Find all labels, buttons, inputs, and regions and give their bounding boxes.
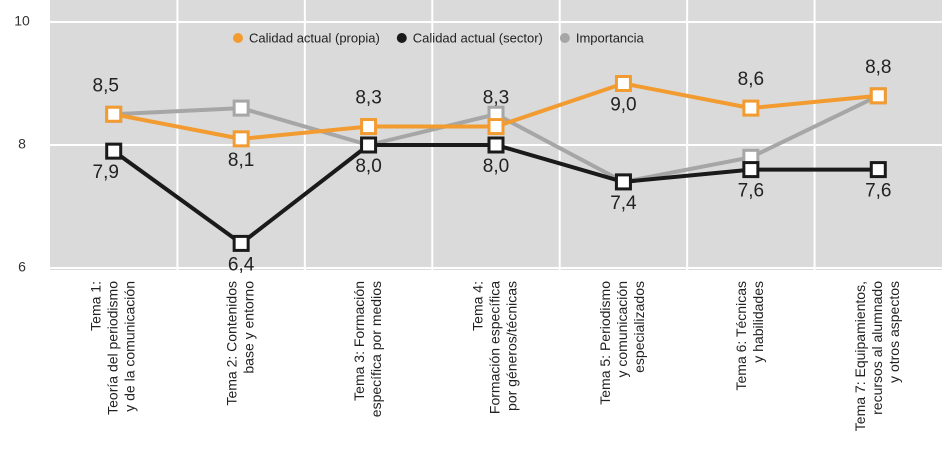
x-tick-label: Tema 1:: [87, 281, 103, 331]
x-tick-label: y habilidades: [750, 281, 766, 363]
data-label: 8,1: [228, 150, 254, 171]
data-label: 8,0: [483, 156, 509, 177]
legend-marker: [233, 33, 243, 43]
marker: [869, 161, 887, 179]
legend-marker: [559, 33, 570, 43]
x-tick-label: por géneros/técnicas: [504, 281, 520, 411]
x-tick-label: especializados: [631, 281, 647, 373]
marker: [614, 173, 632, 191]
marker: [360, 136, 378, 154]
x-tick-label: base y entorno: [240, 281, 256, 374]
data-label: 8,5: [93, 75, 119, 96]
legend-label: Importancia: [576, 30, 645, 45]
legend-marker: [396, 33, 407, 43]
x-tick-label: y otros aspectos: [886, 281, 902, 383]
data-label: 7,6: [865, 181, 891, 202]
marker: [105, 142, 123, 160]
data-label: 8,6: [738, 69, 764, 90]
legend-label: Calidad actual (propia): [249, 30, 380, 45]
x-tick-label: Tema 5: Periodismo: [597, 281, 613, 405]
marker: [105, 105, 123, 123]
data-label: 9,0: [610, 95, 636, 116]
x-tick-label: Formación específica: [487, 281, 503, 414]
x-tick-label: y comunicación: [614, 281, 630, 378]
x-tick-label: recursos al alumnado: [869, 281, 885, 415]
x-tick-label: específica por medios: [368, 281, 384, 417]
x-tick-label: Tema 3: Formación: [351, 281, 367, 401]
data-label: 8,3: [483, 88, 509, 109]
marker: [360, 118, 378, 136]
x-tick-label: Tema 2: Contenidos: [223, 281, 239, 406]
x-tick-label: y de la comunicación: [121, 281, 137, 412]
legend-label: Calidad actual (sector): [413, 30, 543, 45]
marker: [614, 75, 632, 92]
marker: [487, 136, 505, 154]
marker: [742, 161, 760, 179]
data-label: 7,6: [738, 181, 764, 202]
y-tick-label: 8: [18, 136, 26, 152]
data-label: 7,4: [610, 193, 637, 214]
x-tick-label: Tema 7: Equipamientos,: [852, 281, 868, 431]
marker: [869, 87, 887, 105]
marker: [487, 118, 505, 136]
data-label: 6,4: [228, 254, 255, 275]
x-tick-label: Tema 6: Técnicas: [733, 281, 749, 390]
x-tick-label: Tema 4:: [470, 281, 486, 331]
data-label: 7,9: [93, 162, 119, 183]
data-label: 8,8: [865, 57, 891, 78]
x-tick-label: Teoría del periodismo: [104, 281, 120, 415]
y-tick-label: 10: [14, 13, 30, 29]
marker: [232, 99, 250, 117]
data-label: 8,0: [355, 156, 381, 177]
y-tick-label: 6: [18, 259, 26, 275]
marker: [232, 130, 250, 148]
marker: [742, 99, 760, 117]
data-label: 8,3: [355, 88, 381, 109]
marker: [232, 234, 250, 252]
